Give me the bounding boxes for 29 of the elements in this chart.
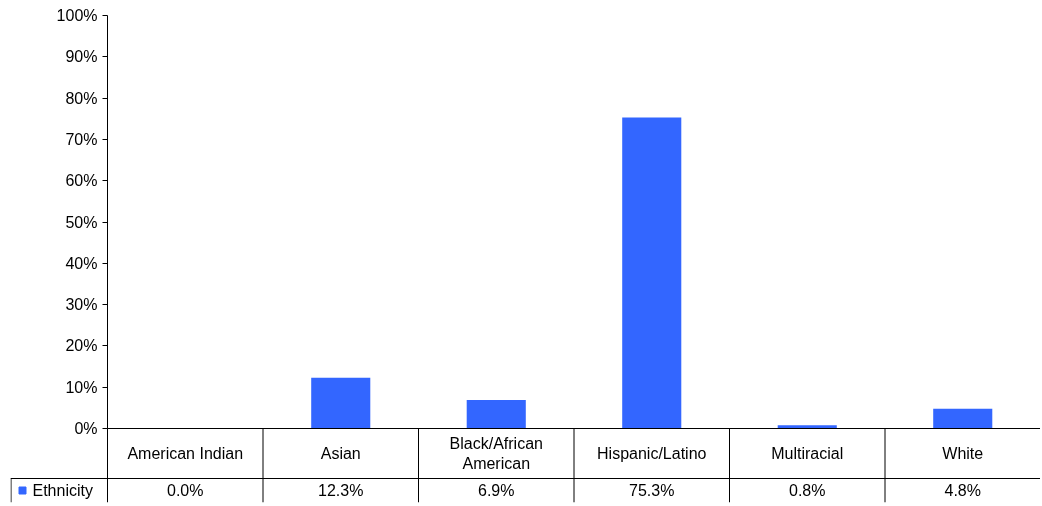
bar	[622, 117, 682, 429]
x-tick-label: American Indian	[127, 445, 244, 462]
data-label: 12.3%	[318, 482, 364, 499]
y-tick-label: 100%	[56, 7, 98, 24]
legend-label: Ethnicity	[32, 482, 93, 499]
x-tick-label: White	[942, 445, 984, 462]
bar	[933, 408, 993, 429]
x-tick-label: Asian	[320, 445, 361, 462]
bar	[466, 400, 526, 429]
x-tick-label: Multiracial	[771, 445, 844, 462]
data-label: 0.0%	[167, 482, 204, 499]
x-tick-label: Hispanic/Latino	[597, 445, 707, 462]
y-tick-label: 90%	[65, 48, 98, 66]
y-tick-label: 50%	[65, 213, 98, 231]
y-tick-label: 40%	[65, 254, 98, 272]
data-label: 75.3%	[629, 482, 675, 499]
y-tick-label: 60%	[65, 172, 98, 190]
data-label: 0.8%	[789, 482, 826, 499]
y-tick-label: 70%	[65, 130, 98, 148]
bar	[311, 377, 371, 429]
data-label: 4.8%	[944, 482, 981, 499]
y-tick-label: 10%	[65, 378, 98, 396]
bar	[777, 425, 837, 429]
y-tick-label: 80%	[65, 89, 98, 107]
x-tick-label: Black/African American	[449, 435, 543, 472]
y-tick-label: 0%	[74, 420, 98, 437]
data-label: 6.9%	[478, 482, 515, 499]
y-tick-label: 20%	[65, 337, 98, 355]
y-tick-label: 30%	[65, 296, 98, 314]
